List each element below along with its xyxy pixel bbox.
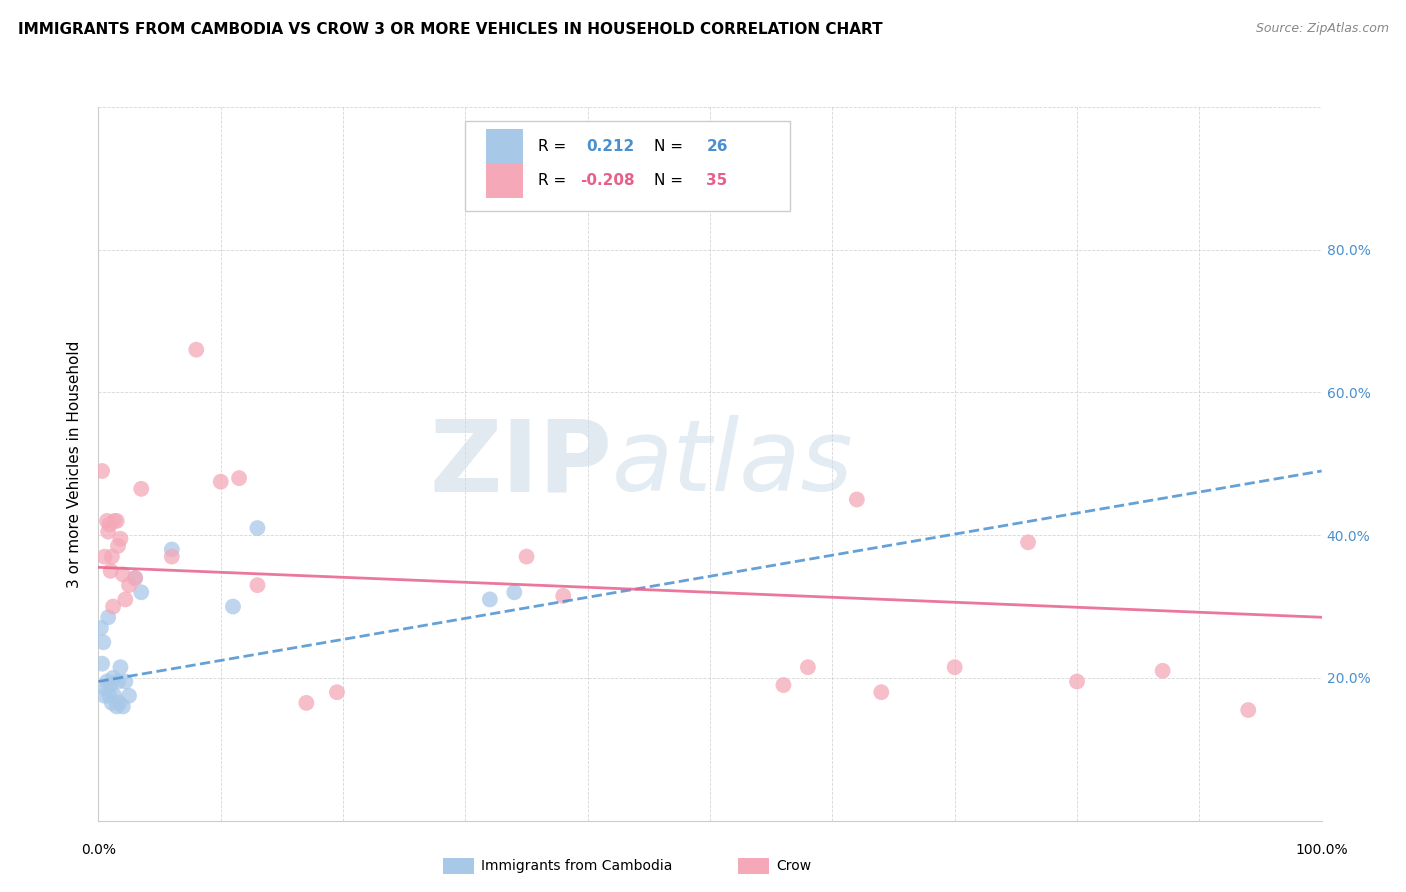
Point bbox=[110, 660, 132, 674]
Text: 0.0%: 0.0% bbox=[82, 843, 115, 857]
Point bbox=[118, 578, 141, 592]
Point bbox=[98, 517, 121, 532]
Text: -0.208: -0.208 bbox=[581, 173, 636, 188]
Point bbox=[100, 564, 122, 578]
Point bbox=[222, 599, 245, 614]
Point bbox=[98, 689, 121, 703]
Point bbox=[97, 524, 120, 539]
Text: IMMIGRANTS FROM CAMBODIA VS CROW 3 OR MORE VEHICLES IN HOUSEHOLD CORRELATION CHA: IMMIGRANTS FROM CAMBODIA VS CROW 3 OR MO… bbox=[18, 22, 883, 37]
Point bbox=[90, 621, 112, 635]
Point bbox=[107, 674, 129, 689]
Text: R =: R = bbox=[537, 173, 571, 188]
Point bbox=[101, 599, 124, 614]
Point bbox=[94, 681, 117, 696]
Point bbox=[553, 589, 575, 603]
Point bbox=[101, 696, 124, 710]
Text: N =: N = bbox=[654, 173, 688, 188]
Point bbox=[1152, 664, 1174, 678]
Point bbox=[209, 475, 232, 489]
Point bbox=[108, 696, 131, 710]
Point bbox=[160, 549, 183, 564]
Point bbox=[93, 689, 115, 703]
Point bbox=[845, 492, 868, 507]
Point bbox=[772, 678, 794, 692]
Text: ZIP: ZIP bbox=[429, 416, 612, 512]
Point bbox=[1066, 674, 1088, 689]
Point bbox=[110, 532, 132, 546]
Point bbox=[1017, 535, 1039, 549]
Point bbox=[129, 482, 152, 496]
Text: 26: 26 bbox=[706, 139, 728, 153]
Point bbox=[503, 585, 526, 599]
Point bbox=[91, 657, 114, 671]
Point bbox=[103, 689, 125, 703]
Point bbox=[478, 592, 501, 607]
Point bbox=[1237, 703, 1260, 717]
Text: Source: ZipAtlas.com: Source: ZipAtlas.com bbox=[1256, 22, 1389, 36]
Point bbox=[103, 514, 125, 528]
Text: Immigrants from Cambodia: Immigrants from Cambodia bbox=[481, 859, 672, 873]
Point bbox=[107, 539, 129, 553]
Point bbox=[160, 542, 183, 557]
Text: Crow: Crow bbox=[776, 859, 811, 873]
Point bbox=[105, 514, 128, 528]
Point bbox=[97, 610, 120, 624]
Point bbox=[114, 592, 136, 607]
Point bbox=[100, 678, 122, 692]
Point bbox=[124, 571, 146, 585]
Point bbox=[96, 514, 118, 528]
Point bbox=[124, 571, 146, 585]
Point bbox=[91, 635, 114, 649]
Point bbox=[111, 699, 134, 714]
Point bbox=[105, 699, 128, 714]
Point bbox=[111, 567, 134, 582]
Text: R =: R = bbox=[537, 139, 571, 153]
Point bbox=[326, 685, 349, 699]
Point bbox=[246, 521, 269, 535]
Text: atlas: atlas bbox=[612, 416, 853, 512]
Point bbox=[101, 549, 124, 564]
Point bbox=[101, 671, 124, 685]
FancyBboxPatch shape bbox=[486, 163, 523, 198]
Text: 35: 35 bbox=[706, 173, 728, 188]
Point bbox=[186, 343, 208, 357]
Point bbox=[93, 549, 115, 564]
Point bbox=[129, 585, 152, 599]
FancyBboxPatch shape bbox=[486, 129, 523, 163]
Text: 100.0%: 100.0% bbox=[1295, 843, 1348, 857]
Text: 0.212: 0.212 bbox=[586, 139, 634, 153]
Point bbox=[515, 549, 537, 564]
Point bbox=[246, 578, 269, 592]
Point bbox=[943, 660, 966, 674]
FancyBboxPatch shape bbox=[465, 121, 790, 211]
Point bbox=[870, 685, 893, 699]
Point bbox=[91, 464, 114, 478]
Point bbox=[118, 689, 141, 703]
Y-axis label: 3 or more Vehicles in Household: 3 or more Vehicles in Household bbox=[67, 340, 83, 588]
Point bbox=[797, 660, 820, 674]
Text: N =: N = bbox=[654, 139, 688, 153]
Point bbox=[228, 471, 250, 485]
Point bbox=[295, 696, 318, 710]
Point bbox=[96, 674, 118, 689]
Point bbox=[114, 674, 136, 689]
